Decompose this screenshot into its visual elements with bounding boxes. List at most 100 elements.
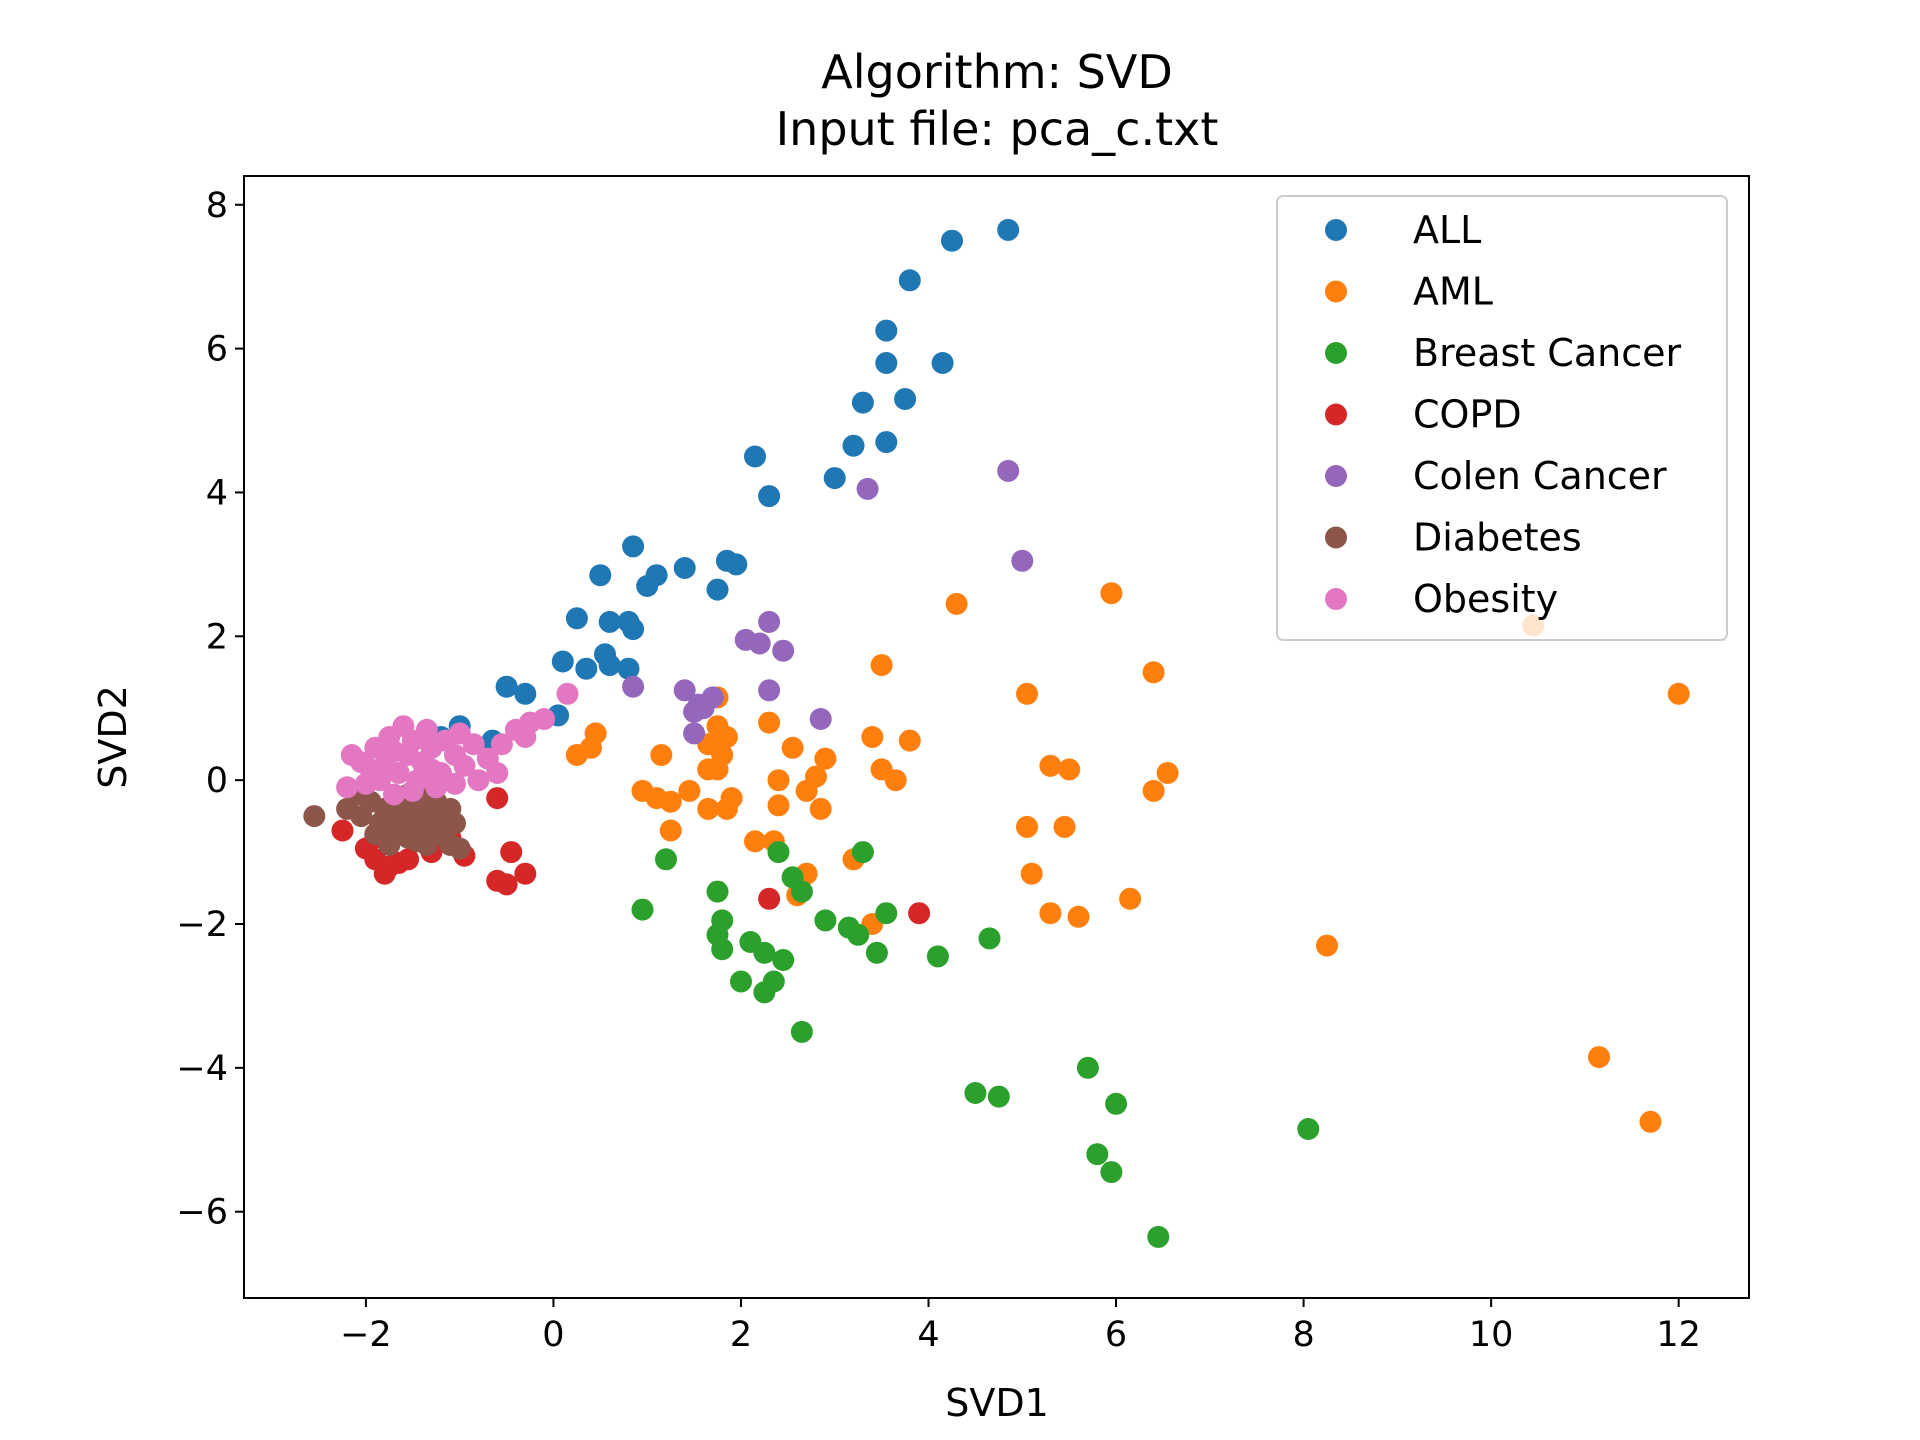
data-points: [303, 218, 1690, 1248]
data-point: [767, 841, 790, 864]
data-point: [1067, 905, 1090, 928]
data-point: [444, 772, 466, 795]
data-point: [364, 736, 387, 759]
data-point: [622, 675, 645, 698]
data-point: [1147, 1225, 1170, 1248]
x-tick-label: 10: [1469, 1315, 1514, 1355]
data-point: [870, 654, 893, 677]
data-point: [303, 805, 326, 828]
legend-label: Colen Cancer: [1413, 454, 1667, 498]
data-point: [556, 682, 579, 705]
data-point: [486, 869, 509, 892]
data-point: [514, 726, 537, 748]
data-point: [1119, 887, 1142, 910]
data-point: [425, 776, 448, 799]
legend-label: ALL: [1413, 208, 1481, 252]
data-point: [744, 445, 766, 468]
data-point: [814, 909, 837, 932]
data-point: [551, 650, 574, 673]
data-point: [753, 981, 776, 1004]
data-point: [1105, 1092, 1128, 1115]
legend-label: Obesity: [1413, 577, 1558, 621]
data-point: [842, 434, 865, 457]
data-point: [645, 564, 668, 587]
data-point: [706, 758, 729, 781]
axis-ticks: −2 0 2 4 6 8 10 12 −6 −4 −2 0 2 4 6 8: [176, 186, 1701, 1355]
data-point: [331, 819, 354, 842]
y-tick-label: 0: [206, 761, 228, 801]
data-point: [706, 880, 729, 903]
data-point: [340, 744, 363, 766]
legend-label: Breast Cancer: [1413, 331, 1681, 375]
legend-label: AML: [1413, 270, 1493, 314]
series-5: [303, 783, 471, 860]
data-point: [758, 679, 781, 702]
data-point: [1086, 1143, 1109, 1166]
data-point: [1156, 762, 1179, 784]
data-point: [767, 794, 790, 817]
data-point: [772, 639, 795, 662]
data-point: [1039, 902, 1062, 925]
data-point: [809, 797, 832, 820]
data-point: [650, 744, 673, 766]
data-point: [931, 352, 954, 374]
data-point: [865, 941, 888, 964]
data-point: [678, 779, 701, 802]
data-point: [823, 467, 846, 490]
data-point: [875, 431, 898, 454]
data-point: [898, 269, 921, 292]
legend-box: [1276, 195, 1728, 641]
y-tick-label: 4: [206, 473, 228, 513]
data-point: [790, 1020, 813, 1043]
data-point: [1667, 682, 1690, 705]
legend-marker: [1325, 465, 1347, 487]
data-point: [908, 902, 931, 925]
data-point: [439, 797, 462, 820]
data-point: [1016, 815, 1038, 838]
data-point: [725, 553, 748, 576]
data-point: [847, 923, 870, 946]
x-tick-label: 2: [730, 1315, 752, 1355]
data-point: [589, 564, 612, 587]
data-point: [851, 841, 874, 864]
data-point: [809, 708, 832, 730]
y-axis-label: SVD2: [91, 685, 135, 789]
series-1: [565, 582, 1690, 1133]
data-point: [875, 352, 898, 374]
data-point: [1297, 1118, 1320, 1140]
data-point: [622, 618, 645, 641]
data-point: [861, 726, 884, 748]
data-point: [392, 812, 415, 835]
legend-marker: [1325, 342, 1347, 364]
data-point: [565, 744, 588, 766]
data-point: [1011, 549, 1034, 572]
data-point: [1100, 1161, 1123, 1184]
data-point: [767, 769, 790, 792]
data-point: [467, 769, 490, 792]
data-point: [1316, 934, 1338, 957]
data-point: [926, 945, 949, 968]
data-point: [1142, 661, 1165, 684]
data-point: [795, 779, 818, 802]
data-point: [514, 682, 537, 705]
data-point: [448, 837, 471, 860]
data-point: [354, 772, 377, 795]
x-tick-label: 8: [1292, 1315, 1314, 1355]
data-point: [814, 747, 837, 770]
data-point: [575, 657, 598, 680]
data-point: [758, 610, 781, 633]
data-point: [875, 902, 898, 925]
series-6: [336, 682, 579, 806]
data-point: [941, 229, 963, 252]
data-point: [476, 747, 499, 770]
data-point: [748, 632, 771, 655]
data-point: [683, 722, 706, 745]
data-point: [964, 1082, 987, 1104]
data-point: [655, 848, 677, 871]
data-point: [1058, 758, 1081, 781]
data-point: [420, 819, 443, 842]
data-point: [894, 388, 917, 410]
legend: ALL AML Breast Cancer COPD Colen Cancer Diabe…: [1276, 195, 1728, 641]
data-point: [744, 830, 766, 853]
data-point: [898, 729, 921, 752]
